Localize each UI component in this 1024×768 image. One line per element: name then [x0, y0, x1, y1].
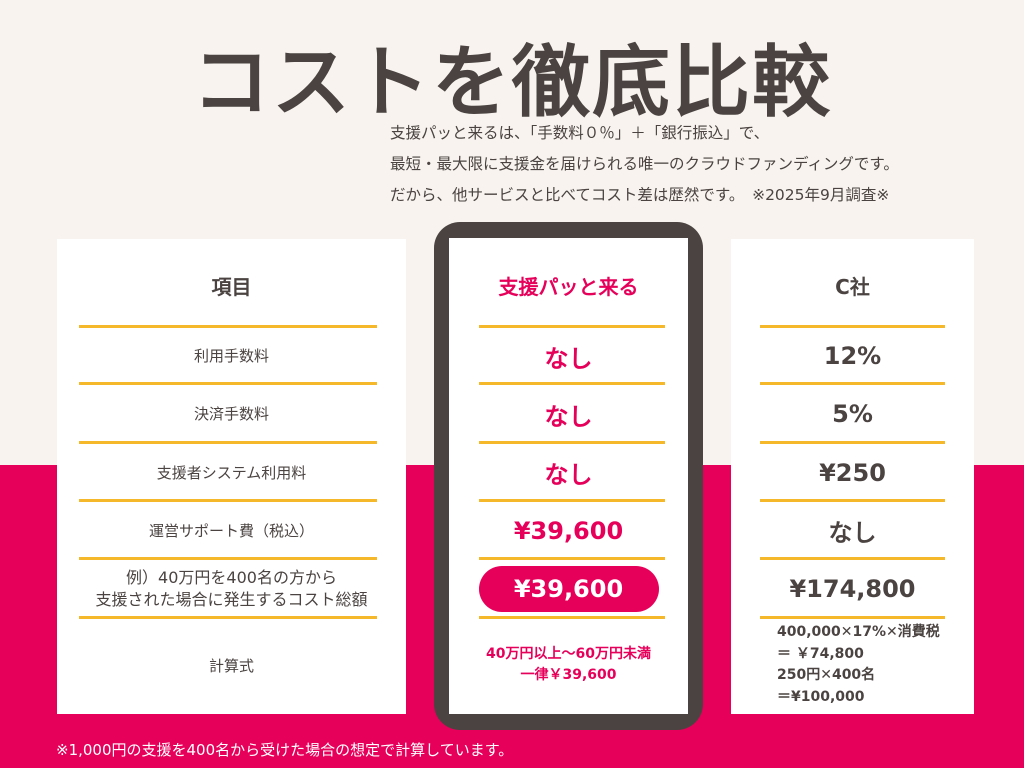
row-label: 例）40万円を400名の方から 支援された場合に発生するコスト総額 [57, 561, 406, 617]
row-label-line: 例）40万円を400名の方から [126, 568, 337, 587]
row-label: 計算式 [208, 657, 254, 675]
ours-total-pill: ¥39,600 [478, 566, 659, 612]
intro-line: 支援パッと来るは、「手数料０％」＋「銀行振込」で、 [390, 124, 770, 142]
header-ours: 支援パッと来る [498, 274, 639, 299]
competitor-column [731, 239, 974, 714]
page-title: コストを徹底比較 [191, 38, 832, 128]
competitor-value: 12% [823, 342, 882, 370]
item-column [57, 239, 406, 714]
competitor-value: ¥250 [819, 458, 886, 487]
row-divider [79, 325, 377, 328]
competitor-value: なし [828, 519, 877, 547]
row-label: 決済手数料 [193, 405, 269, 423]
row-divider [79, 499, 377, 502]
header-competitor: C社 [835, 274, 870, 299]
formula-line: 40万円以上～60万円未満 [486, 646, 651, 662]
row-divider [479, 499, 665, 502]
intro-text: 支援パッと来るは、「手数料０％」＋「銀行振込」で、 最短・最大限に支援金を届けら… [390, 118, 899, 211]
intro-line: だから、他サービスと比べてコスト差は歴然です。 ※2025年9月調査※ [390, 186, 890, 204]
ours-value: なし [544, 461, 593, 489]
competitor-value: 5% [832, 400, 873, 428]
competitor-formula: 400,000✕17%✕消費税 ＝ ￥74,800 250円✕400名 ＝¥10… [777, 622, 940, 708]
row-divider [479, 382, 665, 385]
row-divider [760, 441, 945, 444]
ours-column [449, 238, 688, 714]
ours-total-cell: ¥39,600 [449, 561, 688, 617]
row-divider [479, 325, 665, 328]
row-divider [760, 557, 945, 560]
formula-line: 250円✕400名 [777, 667, 876, 683]
ours-value: ¥39,600 [513, 516, 624, 545]
row-divider [79, 557, 377, 560]
row-divider [79, 616, 377, 619]
row-divider [79, 382, 377, 385]
row-label-line: 支援された場合に発生するコスト総額 [95, 590, 368, 609]
row-label: 運営サポート費（税込） [148, 521, 314, 540]
ours-value: なし [544, 344, 593, 373]
row-divider [479, 557, 665, 560]
formula-line: ＝¥100,000 [777, 688, 865, 705]
row-divider [479, 441, 665, 444]
row-divider [760, 382, 945, 385]
header-item: 項目 [211, 274, 252, 299]
ours-formula: 40万円以上～60万円未満 一律￥39,600 [449, 640, 688, 690]
footnote: ※1,000円の支援を400名から受けた場合の想定で計算しています。 [56, 741, 514, 759]
ours-value: なし [544, 402, 593, 431]
formula-line: 400,000✕17%✕消費税 [777, 624, 940, 640]
row-divider [760, 325, 945, 328]
formula-line: ＝ ￥74,800 [777, 645, 864, 662]
intro-line: 最短・最大限に支援金を届けられる唯一のクラウドファンディングです。 [390, 155, 899, 173]
row-divider [760, 616, 945, 619]
row-divider [760, 499, 945, 502]
row-label: 利用手数料 [193, 347, 269, 365]
row-divider [79, 441, 377, 444]
row-divider [479, 616, 665, 619]
formula-line: 一律￥39,600 [520, 667, 617, 683]
row-label: 支援者システム利用料 [156, 463, 307, 482]
competitor-value: ¥174,800 [789, 575, 916, 603]
